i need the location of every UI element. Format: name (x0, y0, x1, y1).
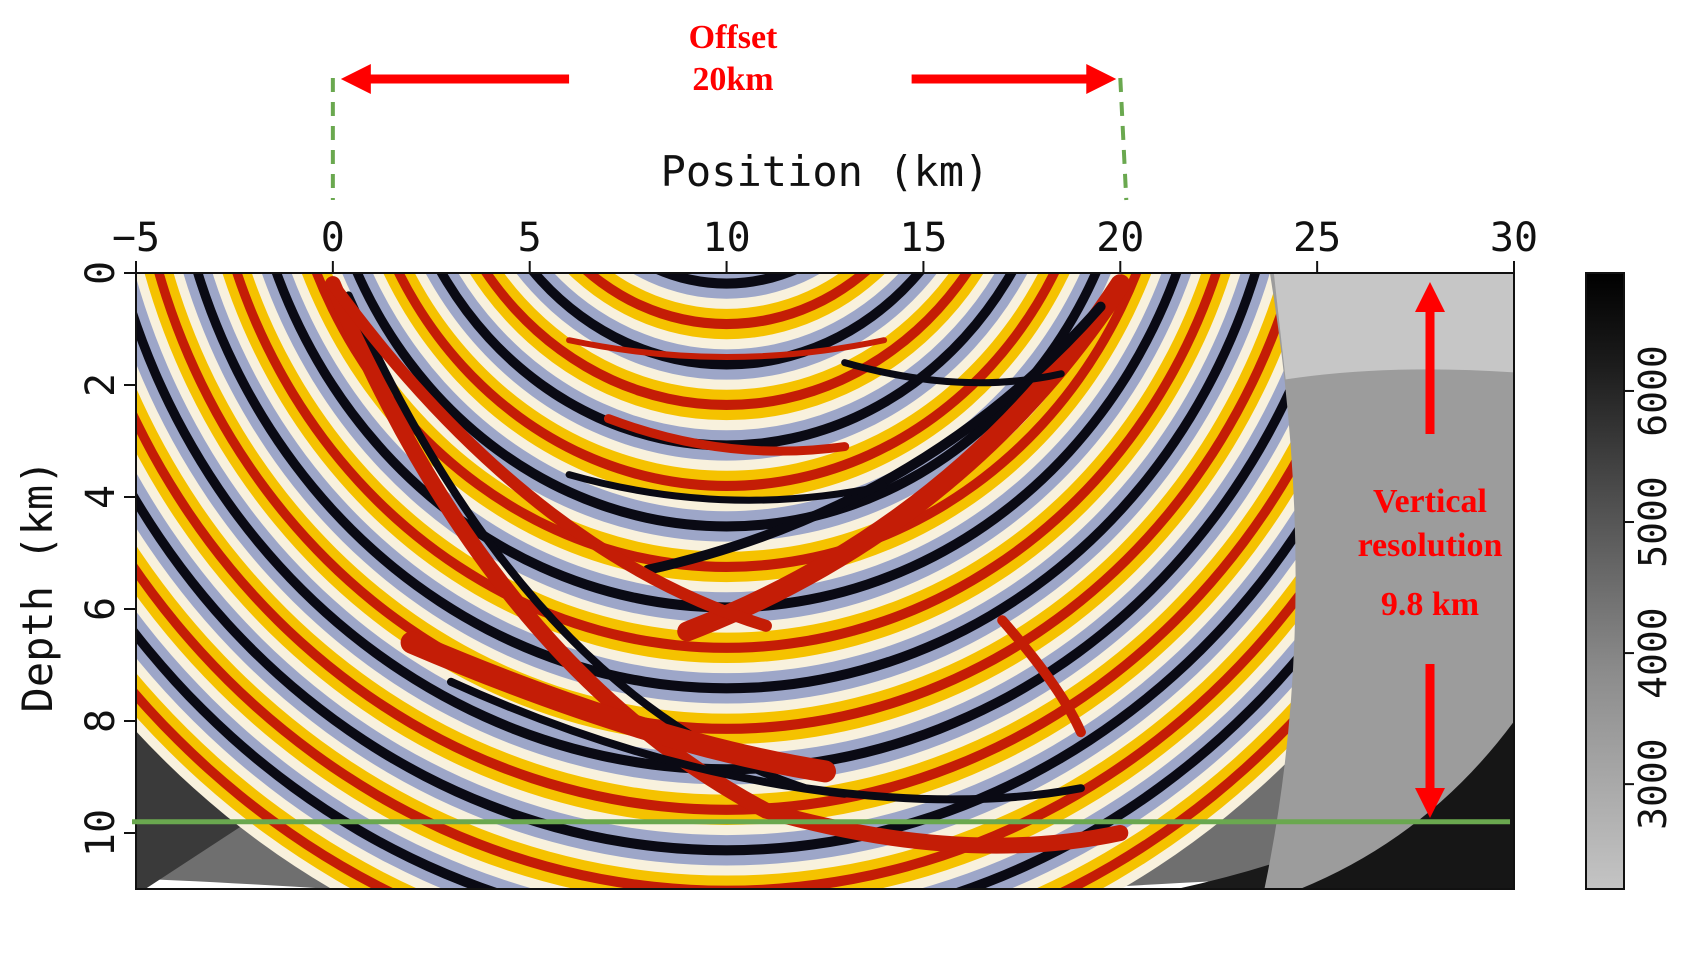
colorbar-tick-label: 5000 (1631, 476, 1675, 568)
arrow-head (1415, 788, 1445, 818)
wavefield-overlays (324, 273, 1514, 889)
high-velocity-body-top (1299, 721, 1514, 889)
wavefront-band (684, 273, 770, 279)
y-axis-title: Depth (km) (13, 460, 62, 713)
x-tick-label: 15 (899, 215, 947, 261)
wavefield-limit-right (1264, 273, 1514, 889)
y-tick-label: 2 (78, 373, 124, 397)
colorbar-tick-label: 4000 (1631, 607, 1675, 699)
y-tick-label: 10 (78, 809, 124, 857)
offset-arrows (340, 64, 1117, 94)
arrow-head (1086, 64, 1117, 94)
vres-arrows (1415, 282, 1445, 818)
wavefield-bands (136, 273, 1514, 889)
x-tick-label: 0 (321, 215, 345, 261)
x-tick-label: 20 (1096, 215, 1144, 261)
x-tick-label: 10 (702, 215, 750, 261)
y-tick-label: 8 (78, 709, 124, 733)
x-axis-title: Position (km) (661, 147, 990, 196)
offset-label-line2: 20km (692, 61, 773, 98)
wavefront-band (653, 273, 800, 289)
colorbar: 3000 4000 5000 6000 (1585, 272, 1675, 890)
vres-label-line1: Vertical (1373, 483, 1487, 520)
x-tick-label: 5 (518, 215, 542, 261)
colorbar-gradient (1585, 272, 1625, 890)
reflection-lobe (565, 471, 888, 504)
reflection-lobe (400, 631, 836, 783)
colorbar-tick-label: 3000 (1631, 738, 1675, 830)
reflection-lobe (566, 337, 888, 360)
reflection-lobe (642, 301, 1106, 575)
x-tick-label: −5 (112, 215, 160, 261)
upper-right-layer (1273, 273, 1514, 380)
arrow-head (1415, 282, 1445, 312)
source-position-markers (330, 77, 1129, 201)
reflection-lobe (997, 615, 1086, 738)
x-tick-label: 30 (1490, 215, 1538, 261)
offset-annotation: Offset 20km (340, 19, 1117, 98)
vertical-resolution-annotation: Vertical resolution 9.8 km (1358, 282, 1503, 818)
y-tick-label: 6 (78, 597, 124, 621)
colorbar-ticks: 3000 4000 5000 6000 (1624, 345, 1675, 830)
vres-label-line3: 9.8 km (1381, 586, 1479, 623)
colorbar-tick-label: 6000 (1631, 345, 1675, 437)
offset-label-line1: Offset (689, 19, 778, 56)
reflection-lobe (677, 274, 1131, 642)
reflection-lobe (326, 278, 772, 632)
wavefield-plot (136, 273, 1514, 889)
reflection-lobe (841, 359, 1065, 387)
reflection-lobe (446, 677, 849, 798)
vres-label-line2: resolution (1358, 527, 1503, 564)
source-marker-line (1118, 77, 1129, 201)
y-tick-label: 0 (78, 261, 124, 285)
y-axis: 0 2 4 6 8 10 (78, 261, 137, 889)
reflection-lobe (603, 414, 850, 456)
x-tick-label: 25 (1293, 215, 1341, 261)
reflection-lobe (324, 276, 1129, 854)
x-axis: −5 0 5 10 15 20 25 30 (112, 215, 1538, 274)
y-tick-label: 4 (78, 485, 124, 509)
arrow-head (340, 64, 371, 94)
